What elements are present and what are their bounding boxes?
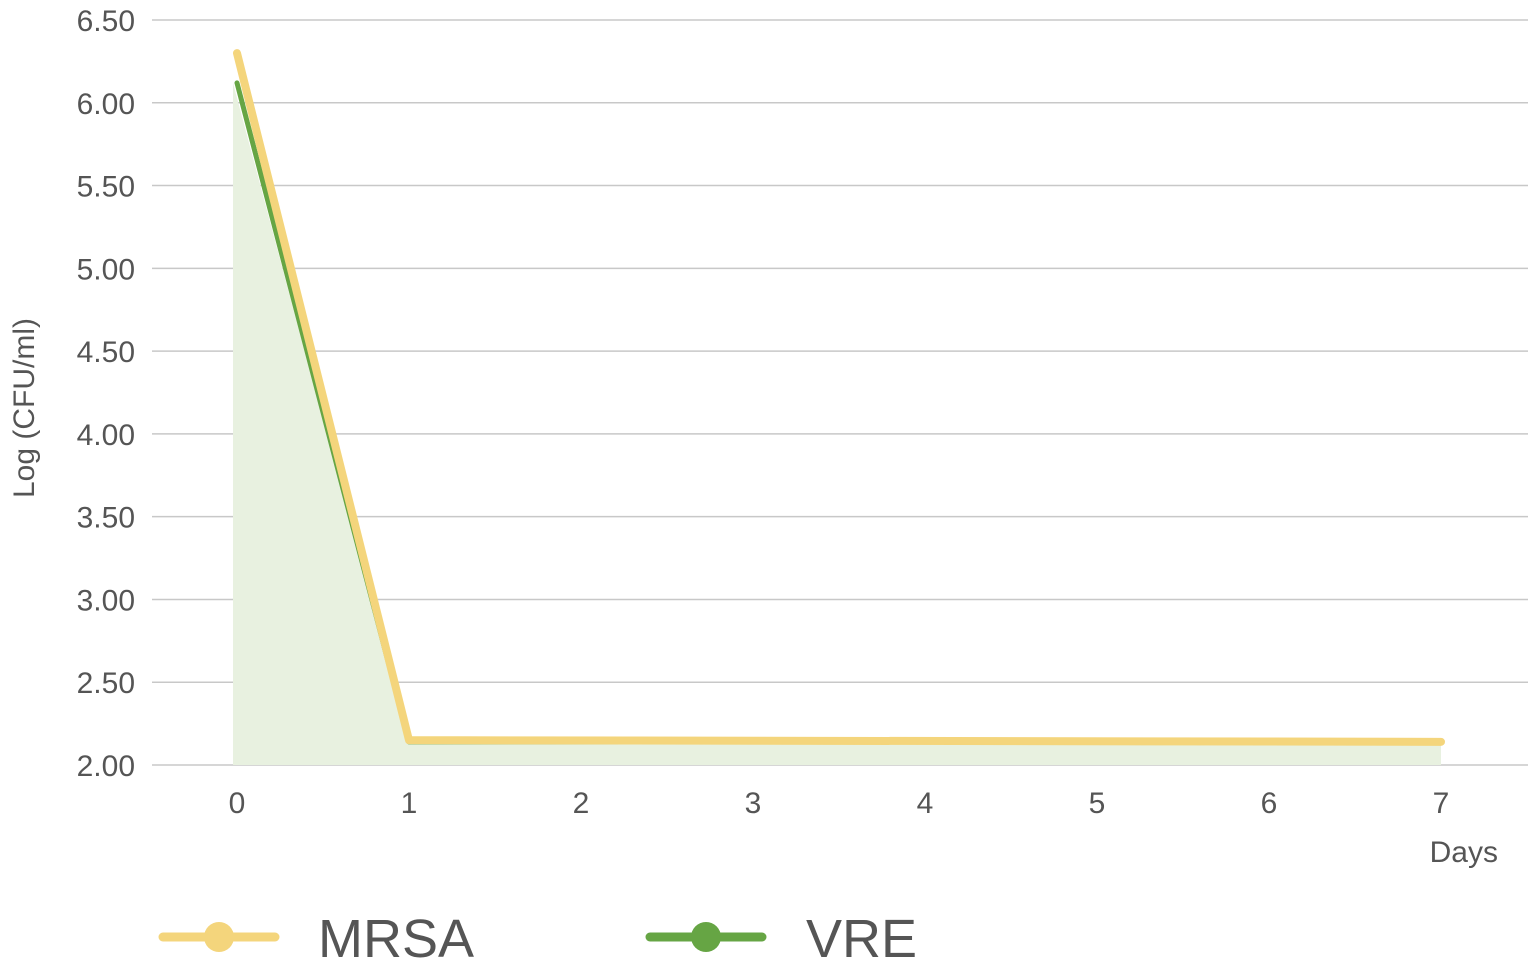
x-axis-title: Days [1430,836,1498,869]
legend-label-vre: VRE [806,909,917,969]
x-tick-label: 3 [745,787,762,820]
x-tick-label: 4 [917,787,934,820]
y-tick-label: 2.00 [77,750,135,783]
x-axis-ticks: 0 1 2 3 4 5 6 7 [229,787,1450,820]
x-tick-label: 2 [573,787,590,820]
legend-marker-vre [691,922,721,952]
series-line-mrsa [233,49,1445,746]
x-tick-label: 6 [1261,787,1278,820]
y-tick-label: 5.00 [77,253,135,286]
series-line-vre [234,80,1444,745]
y-tick-label: 5.50 [77,171,135,204]
y-axis-title: Log (CFU/ml) [8,318,41,498]
y-tick-label: 6.50 [77,5,135,38]
y-tick-label: 3.50 [77,502,135,535]
y-tick-label: 4.50 [77,336,135,369]
x-tick-label: 1 [401,787,418,820]
y-tick-label: 3.00 [77,584,135,617]
x-tick-label: 7 [1433,787,1450,820]
x-tick-label: 5 [1089,787,1106,820]
y-tick-label: 4.00 [77,419,135,452]
area-fills [233,82,1441,765]
y-axis-ticks: 2.00 2.50 3.00 3.50 4.00 4.50 5.00 5.50 6.00 6.50 [77,5,135,783]
legend-label-mrsa: MRSA [318,909,474,969]
vre-area [233,82,1441,765]
series-lines [233,49,1445,746]
legend-marker-mrsa [204,922,234,952]
x-tick-label: 0 [229,787,246,820]
y-tick-label: 6.00 [77,88,135,121]
y-tick-label: 2.50 [77,667,135,700]
legend: MRSA VRE [158,909,917,969]
